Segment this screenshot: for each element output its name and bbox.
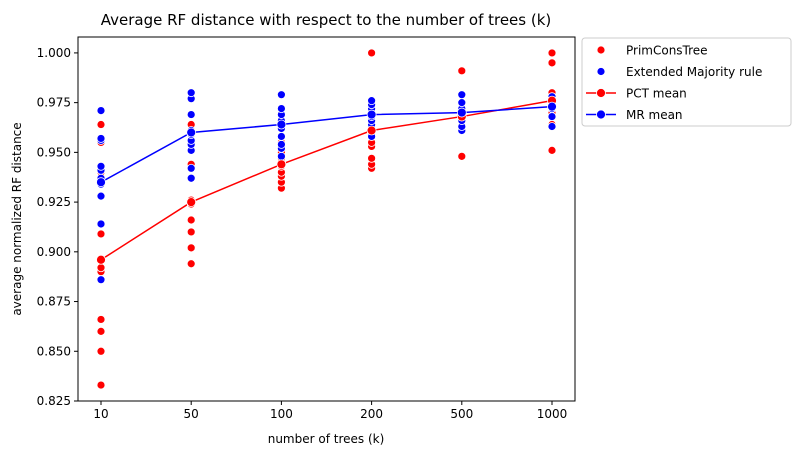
point-primconstree <box>367 153 377 163</box>
legend-label: PCT mean <box>626 87 687 101</box>
plot-marks <box>96 48 557 390</box>
y-tick-label: 0.875 <box>37 295 71 309</box>
x-tick-label: 10 <box>93 407 108 421</box>
mean-marker-mr-mean <box>186 127 197 138</box>
point-primconstree <box>186 243 196 253</box>
mean-marker-pct-mean <box>186 197 197 207</box>
y-tick-label: 0.925 <box>37 195 71 209</box>
mean-marker-mr-mean <box>366 109 377 120</box>
point-extended-majority-rule <box>276 104 286 114</box>
mean-marker-mr-mean <box>456 107 467 118</box>
axes: 10 50 100 200 500 1000 0.825 0.850 0.875 0.900 0.9… <box>37 46 568 421</box>
point-extended-majority-rule <box>276 140 286 149</box>
point-primconstree <box>96 263 106 273</box>
x-tick-label: 200 <box>360 407 383 421</box>
line-pct-mean <box>100 99 553 261</box>
y-axis-label: average normalized RF distance <box>10 122 24 315</box>
legend-label: PrimConsTree <box>626 44 708 58</box>
y-tick-label: 0.825 <box>37 394 71 408</box>
point-extended-majority-rule <box>367 96 377 106</box>
point-extended-majority-rule <box>96 106 106 115</box>
point-extended-majority-rule <box>96 191 106 201</box>
point-primconstree <box>186 259 196 269</box>
point-extended-majority-rule <box>96 275 106 285</box>
legend-marker-swatch <box>596 45 606 55</box>
legend-marker-swatch <box>596 67 606 76</box>
point-primconstree <box>457 151 467 161</box>
chart-title: Average RF distance with respect to the … <box>101 11 552 29</box>
legend-label: MR mean <box>626 108 683 122</box>
point-extended-majority-rule <box>186 173 196 183</box>
point-primconstree <box>186 215 196 225</box>
point-extended-majority-rule <box>96 161 106 171</box>
legend-marker-swatch <box>596 88 606 98</box>
point-extended-majority-rule <box>276 151 286 161</box>
point-primconstree <box>547 48 557 58</box>
point-primconstree <box>186 227 196 237</box>
y-tick-label: 0.850 <box>37 344 71 358</box>
mean-marker-pct-mean <box>366 125 377 136</box>
mean-marker-pct-mean <box>96 254 106 265</box>
y-tick-label: 1.000 <box>37 46 71 60</box>
line-mr-mean <box>100 105 553 183</box>
point-primconstree <box>96 229 106 239</box>
point-extended-majority-rule <box>186 88 196 98</box>
x-tick-label: 50 <box>184 407 199 421</box>
mean-marker-mr-mean <box>96 177 106 188</box>
point-extended-majority-rule <box>457 98 467 108</box>
point-extended-majority-rule <box>96 134 106 143</box>
legend-marker-swatch <box>596 109 606 120</box>
point-primconstree <box>367 48 377 58</box>
point-primconstree <box>96 120 106 129</box>
mean-marker-mr-mean <box>276 119 287 130</box>
point-extended-majority-rule <box>547 122 557 131</box>
y-tick-label: 0.900 <box>37 245 71 259</box>
x-tick-label: 500 <box>450 407 473 421</box>
plot-area-frame <box>77 36 576 402</box>
mean-marker-pct-mean <box>276 159 287 170</box>
point-primconstree <box>96 326 106 336</box>
mean-marker-mr-mean <box>547 101 557 112</box>
x-tick-label: 1000 <box>537 407 568 421</box>
x-axis-label: number of trees (k) <box>268 432 385 446</box>
point-extended-majority-rule <box>186 163 196 173</box>
point-extended-majority-rule <box>457 90 467 100</box>
point-extended-majority-rule <box>96 219 106 229</box>
point-primconstree <box>96 315 106 324</box>
y-tick-label: 0.975 <box>37 96 71 110</box>
point-primconstree <box>547 58 557 68</box>
point-extended-majority-rule <box>186 110 196 119</box>
point-primconstree <box>96 346 106 356</box>
legend-label: Extended Majority rule <box>626 65 762 79</box>
y-tick-label: 0.950 <box>37 145 71 159</box>
point-extended-majority-rule <box>547 112 557 121</box>
legend: PrimConsTree Extended Majority rule PCT me… <box>581 37 792 127</box>
legend-box <box>581 37 792 127</box>
point-primconstree <box>547 145 557 155</box>
x-tick-label: 100 <box>270 407 293 421</box>
point-extended-majority-rule <box>276 132 286 141</box>
point-extended-majority-rule <box>276 90 286 100</box>
point-primconstree <box>457 66 467 76</box>
point-primconstree <box>96 380 106 390</box>
